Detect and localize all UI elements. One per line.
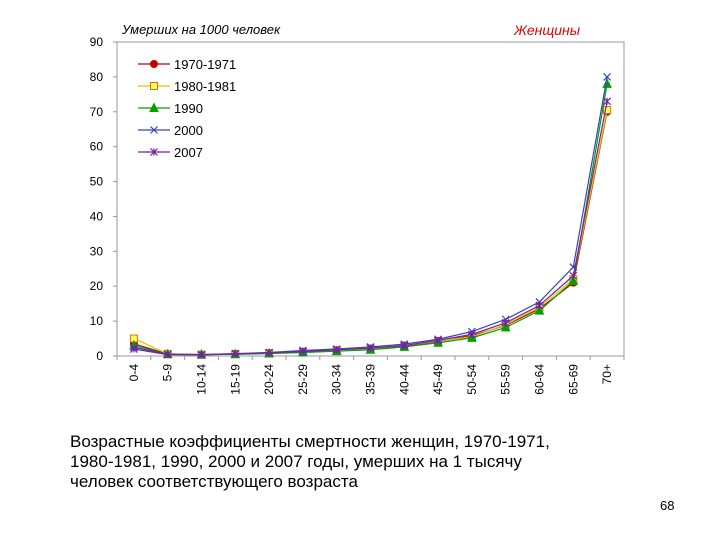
x-tick-label: 55-59 [499, 364, 513, 395]
legend-item: 1990 [138, 101, 203, 116]
x-tick-label: 45-49 [431, 364, 445, 395]
y-tick-label: 20 [90, 279, 104, 293]
y-axis-title: Умерших на 1000 человек [122, 22, 281, 37]
caption-line-2: 1980-1981, 1990, 2000 и 2007 годы, умерш… [70, 452, 522, 471]
data-point [500, 321, 511, 332]
page-number: 68 [660, 498, 675, 513]
series-line [133, 101, 608, 356]
series-2007 [129, 97, 612, 359]
y-tick-label: 40 [90, 209, 104, 223]
data-point [150, 82, 158, 90]
x-tick-label: 70+ [600, 364, 614, 384]
series-2000 [129, 72, 612, 359]
data-point [149, 102, 159, 112]
data-point [265, 348, 274, 357]
data-point [197, 351, 206, 359]
data-point [434, 336, 443, 345]
x-tick-label: 25-29 [296, 364, 310, 395]
data-point [231, 349, 240, 358]
x-tick-label: 35-39 [364, 364, 378, 395]
series-line [133, 109, 608, 356]
legend-label: 2000 [174, 123, 203, 138]
y-tick-label: 30 [90, 244, 104, 258]
data-point [569, 271, 578, 280]
data-point-stroke [150, 126, 158, 134]
x-axis: 0-4 5-9 10-14 15-19 20-24 25-29 30-34 35-39 40-4… [116, 356, 625, 395]
data-point [568, 275, 579, 285]
y-tick-label: 70 [90, 105, 104, 119]
data-point [332, 345, 341, 354]
legend: 1970-1971 1980-1981 1990 2000 2007 [138, 57, 236, 160]
data-point [534, 305, 545, 315]
x-tick-label: 20-24 [262, 364, 276, 395]
data-point [603, 72, 612, 81]
x-tick-label: 5-9 [161, 364, 175, 382]
data-point [129, 345, 138, 353]
y-tick-label: 0 [96, 349, 103, 363]
legend-item: 2000 [138, 123, 203, 138]
caption-line-1: Возрастные коэффициенты смертности женщи… [70, 432, 550, 451]
subset-label: Женщины [514, 22, 581, 38]
caption-line-3: человек соответствующего возраста [70, 472, 358, 491]
x-tick-label: 10-14 [195, 364, 209, 395]
legend-label: 1970-1971 [174, 57, 236, 72]
series-line [133, 111, 608, 356]
series-group [129, 72, 612, 359]
x-tick-label: 0-4 [127, 364, 141, 382]
series-1990 [129, 78, 612, 359]
data-point [400, 341, 409, 350]
plot-area [116, 41, 625, 357]
data-point [602, 78, 612, 88]
data-point-stroke [603, 72, 612, 81]
data-point [535, 301, 544, 310]
data-point [163, 350, 172, 359]
legend-item: 1970-1971 [138, 57, 236, 72]
y-tick-label: 90 [90, 35, 104, 49]
x-tick-label: 50-54 [465, 364, 479, 395]
legend-item: 2007 [138, 145, 203, 160]
y-tick-label: 10 [90, 314, 104, 328]
x-tick-label: 30-34 [330, 364, 344, 395]
data-point [150, 126, 158, 134]
x-tick-label: 65-69 [566, 364, 580, 395]
x-tick-label: 40-44 [397, 364, 411, 395]
data-point [150, 60, 158, 68]
figure-caption: Возрастные коэффициенты смертности женщи… [70, 432, 670, 492]
data-point [298, 347, 307, 356]
x-tick-label: 15-19 [228, 364, 242, 395]
y-tick-label: 80 [90, 70, 104, 84]
legend-label: 2007 [174, 145, 203, 160]
data-point [603, 97, 612, 106]
data-point [501, 318, 510, 327]
mortality-chart: 0 10 20 30 40 50 60 70 80 90 0-4 5-9 10-14 15-19 20-2… [90, 35, 625, 395]
y-tick-label: 50 [90, 175, 104, 189]
legend-label: 1980-1981 [174, 79, 236, 94]
legend-label: 1990 [174, 101, 203, 116]
data-point [150, 148, 158, 156]
legend-item: 1980-1981 [138, 79, 236, 94]
x-tick-label: 60-64 [533, 364, 547, 395]
data-point [366, 344, 375, 352]
data-point [603, 106, 612, 115]
y-tick-label: 60 [90, 140, 104, 154]
data-point [467, 330, 476, 339]
y-axis: 0 10 20 30 40 50 60 70 80 90 [90, 35, 117, 363]
